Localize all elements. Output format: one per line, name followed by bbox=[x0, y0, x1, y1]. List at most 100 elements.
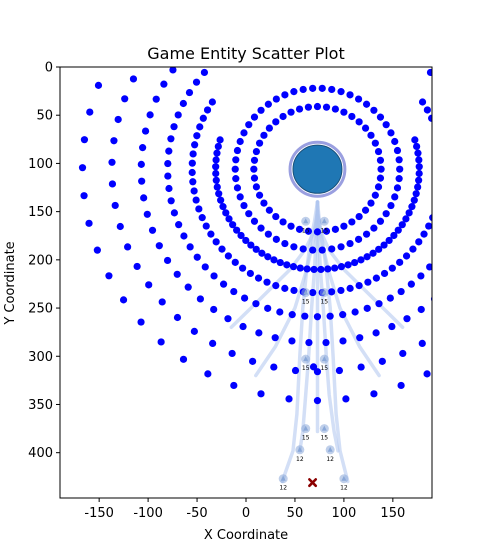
scatter-point bbox=[370, 390, 378, 398]
scatter-point bbox=[380, 241, 388, 249]
scatter-point bbox=[186, 243, 194, 251]
unit-marker: 15 bbox=[319, 288, 329, 306]
scatter-point bbox=[272, 95, 280, 103]
scatter-point bbox=[363, 304, 371, 312]
y-tick-label: 250 bbox=[28, 302, 53, 317]
y-axis: 0 50 100 150 200 250 300 350 400 bbox=[28, 61, 60, 461]
scatter-point bbox=[216, 136, 224, 144]
scatter-point bbox=[116, 222, 124, 231]
scatter-point bbox=[155, 242, 163, 250]
plot-area: 12 12 12 12 15 15 15 15 15 15 15 15 bbox=[78, 67, 432, 492]
unit-arrow-icon bbox=[321, 218, 327, 224]
scatter-point bbox=[317, 265, 325, 274]
unit-arrow-icon bbox=[321, 425, 327, 431]
scatter-point bbox=[78, 164, 87, 172]
unit-arrow-icon bbox=[303, 425, 309, 431]
scatter-point bbox=[283, 261, 291, 269]
scatter-point bbox=[191, 141, 199, 149]
scatter-point bbox=[415, 156, 423, 164]
scatter-point bbox=[164, 159, 172, 168]
scatter-point bbox=[189, 150, 197, 158]
scatter-point bbox=[377, 165, 385, 173]
scatter-point bbox=[212, 163, 220, 171]
scatter-point bbox=[426, 263, 432, 271]
scatter-point bbox=[173, 313, 182, 322]
scatter-point bbox=[188, 168, 196, 177]
target-x-icon bbox=[308, 478, 318, 488]
scatter-point bbox=[193, 253, 201, 261]
scatter-point bbox=[415, 163, 423, 171]
scatter-point bbox=[346, 91, 354, 99]
scatter-point bbox=[348, 218, 356, 226]
scatter-point bbox=[140, 194, 148, 202]
scatter-point bbox=[212, 238, 220, 246]
unit-arrow-icon bbox=[303, 289, 309, 295]
scatter-point bbox=[340, 222, 348, 230]
scatter-point bbox=[313, 368, 322, 376]
scatter-point bbox=[114, 115, 122, 124]
scatter-point bbox=[287, 222, 295, 230]
unit-marker: 15 bbox=[301, 354, 311, 372]
scatter-point bbox=[362, 100, 371, 108]
scatter-point bbox=[167, 197, 175, 205]
scatter-point bbox=[409, 245, 417, 253]
scatter-point bbox=[412, 190, 420, 198]
scatter-point bbox=[402, 215, 410, 223]
scatter-point bbox=[169, 67, 177, 74]
scatter-point bbox=[351, 308, 359, 316]
x-tick-label: -150 bbox=[84, 506, 114, 521]
scatter-point bbox=[304, 103, 313, 111]
scatter-point bbox=[85, 219, 93, 227]
scatter-point bbox=[143, 210, 151, 218]
scatter-point bbox=[331, 105, 339, 113]
scatter-point bbox=[378, 357, 386, 365]
scatter-point bbox=[376, 113, 385, 121]
x-tick-label: 0 bbox=[242, 506, 250, 521]
scatter-point bbox=[170, 123, 178, 131]
scatter-point bbox=[138, 177, 146, 185]
scatter-point bbox=[331, 225, 339, 233]
scatter-point bbox=[230, 381, 238, 390]
scatter-point bbox=[402, 252, 411, 260]
scatter-point bbox=[203, 106, 212, 114]
y-tick-label: 400 bbox=[28, 446, 53, 461]
path-line bbox=[280, 200, 320, 484]
scatter-point bbox=[189, 178, 197, 186]
unit-marker: 12 bbox=[339, 474, 349, 492]
unit-value-label: 12 bbox=[326, 456, 334, 463]
scatter-point bbox=[296, 264, 304, 272]
scatter-point bbox=[279, 218, 287, 226]
scatter-point bbox=[423, 106, 431, 114]
scatter-point bbox=[375, 300, 383, 308]
scatter-point bbox=[340, 108, 348, 116]
scatter-point bbox=[228, 349, 236, 358]
scatter-point bbox=[375, 245, 383, 253]
unit-arrow-icon bbox=[341, 475, 347, 481]
scatter-point bbox=[94, 81, 103, 89]
scatter-point bbox=[299, 245, 307, 253]
scatter-point bbox=[260, 131, 268, 139]
scatter-point bbox=[180, 232, 188, 240]
scatter-point bbox=[252, 245, 260, 253]
scatter-point bbox=[322, 227, 331, 235]
scatter-point bbox=[80, 136, 89, 144]
scatter-point bbox=[418, 339, 426, 347]
scatter-point bbox=[372, 329, 380, 337]
scatter-point bbox=[288, 311, 296, 319]
scatter-point bbox=[210, 272, 218, 280]
scatter-point bbox=[263, 278, 271, 286]
scatter-point bbox=[420, 230, 428, 238]
scatter-point bbox=[250, 113, 259, 121]
scatter-point bbox=[328, 245, 336, 253]
scatter-point bbox=[148, 226, 157, 234]
scatter-point bbox=[322, 338, 330, 347]
y-tick-label: 0 bbox=[45, 61, 53, 76]
x-axis: -150 -100 -50 0 50 100 150 bbox=[84, 498, 405, 521]
scatter-point bbox=[179, 99, 187, 108]
scatter-point bbox=[160, 80, 168, 88]
scatter-point bbox=[240, 129, 248, 137]
scatter-point bbox=[250, 217, 259, 225]
scatter-point bbox=[371, 139, 379, 147]
scatter-point bbox=[272, 235, 280, 243]
scatter-point bbox=[233, 146, 242, 155]
